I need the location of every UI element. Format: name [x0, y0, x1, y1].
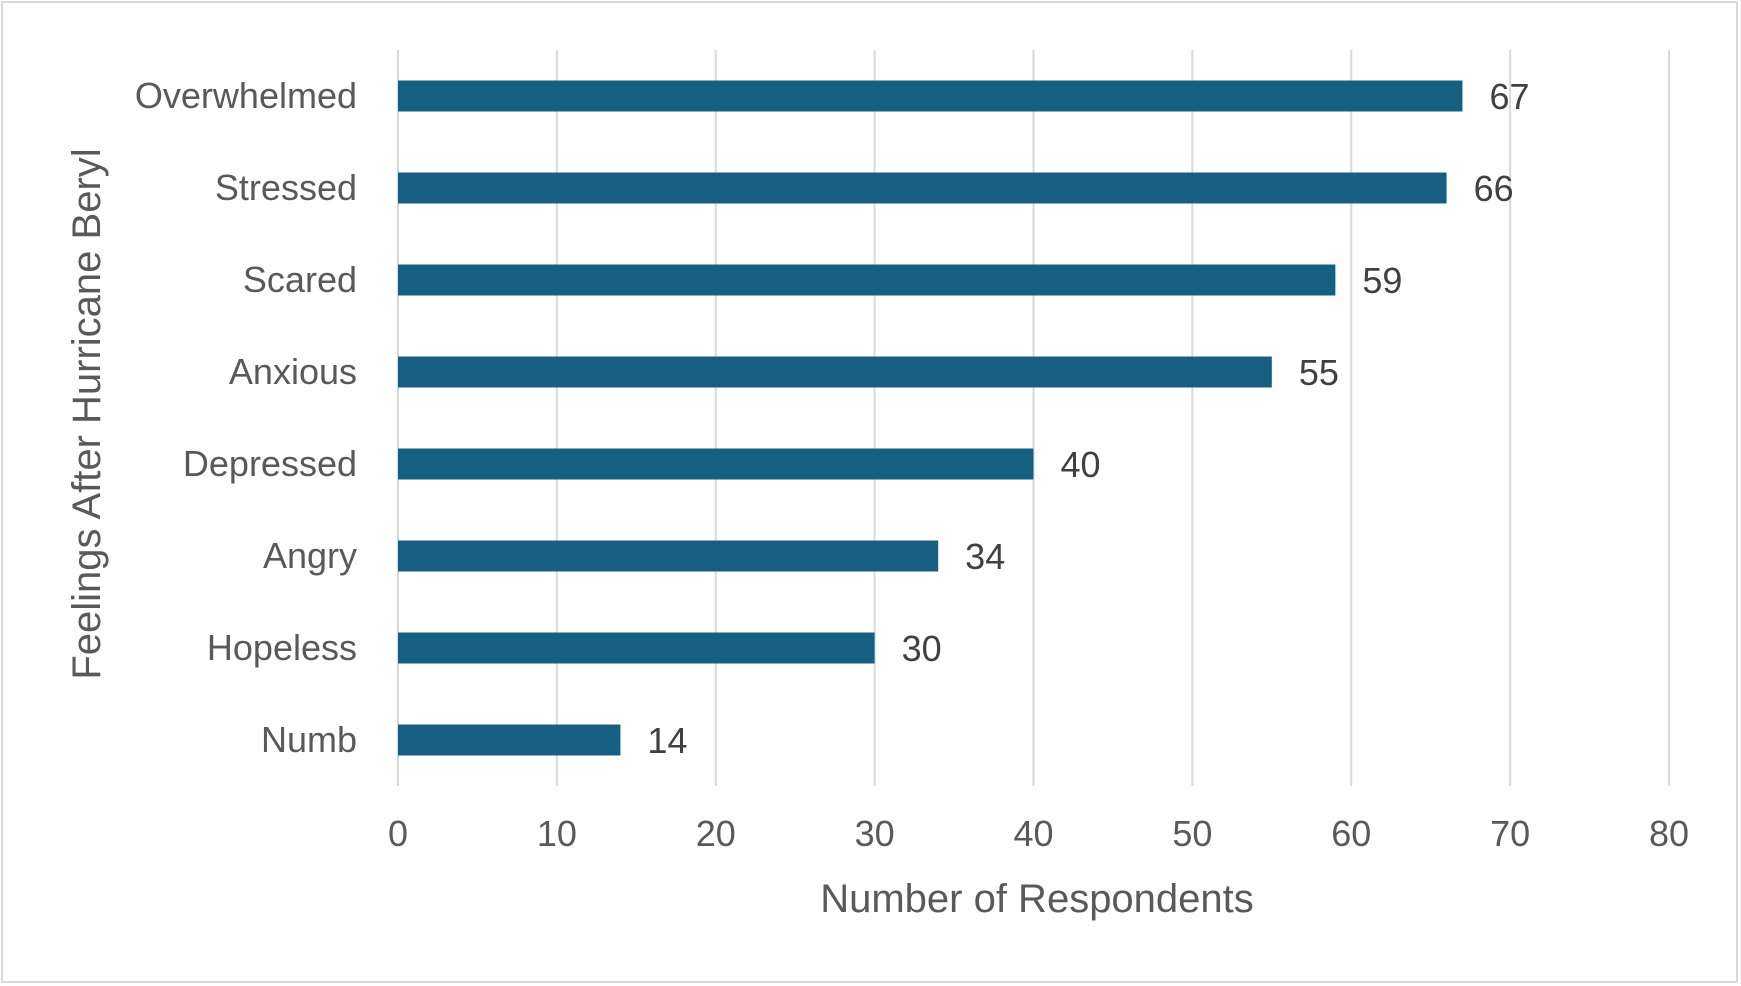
x-tick-label: 0 [388, 813, 408, 854]
data-label: 59 [1362, 260, 1402, 301]
data-label: 66 [1474, 168, 1514, 209]
data-label: 67 [1489, 76, 1529, 117]
x-tick-label: 60 [1331, 813, 1371, 854]
data-label: 34 [965, 536, 1005, 577]
category-label: Overwhelmed [135, 75, 357, 116]
x-tick-labels: 0 10 20 30 40 50 60 70 80 [388, 813, 1689, 854]
y-axis-title: Feelings After Hurricane Beryl [65, 148, 109, 679]
x-tick-label: 70 [1490, 813, 1530, 854]
category-label: Depressed [183, 443, 357, 484]
x-tick-label: 20 [696, 813, 736, 854]
bars [398, 80, 1463, 756]
data-label: 14 [647, 720, 687, 761]
data-label: 55 [1299, 352, 1339, 393]
category-label: Scared [243, 259, 357, 300]
bar-depressed [398, 448, 1034, 480]
bar-angry [398, 540, 939, 572]
x-tick-label: 80 [1649, 813, 1689, 854]
category-label: Hopeless [207, 627, 357, 668]
bar-anxious [398, 356, 1272, 388]
x-tick-label: 30 [855, 813, 895, 854]
gridlines [397, 50, 1670, 786]
bar-numb [398, 724, 621, 756]
x-tick-label: 50 [1172, 813, 1212, 854]
category-label: Stressed [215, 167, 357, 208]
bar-overwhelmed [398, 80, 1463, 112]
x-axis-title: Number of Respondents [820, 877, 1254, 921]
bar-scared [398, 264, 1336, 296]
category-label: Anxious [229, 351, 357, 392]
category-label: Angry [263, 535, 357, 576]
data-labels: 67 66 59 55 40 34 30 14 [647, 76, 1529, 761]
category-label: Numb [261, 719, 357, 760]
data-label: 30 [902, 628, 942, 669]
x-tick-label: 10 [537, 813, 577, 854]
category-labels: Overwhelmed Stressed Scared Anxious Depresse… [135, 75, 357, 760]
bar-stressed [398, 172, 1447, 204]
data-label: 40 [1061, 444, 1101, 485]
x-tick-label: 40 [1013, 813, 1053, 854]
bar-hopeless [398, 632, 875, 664]
